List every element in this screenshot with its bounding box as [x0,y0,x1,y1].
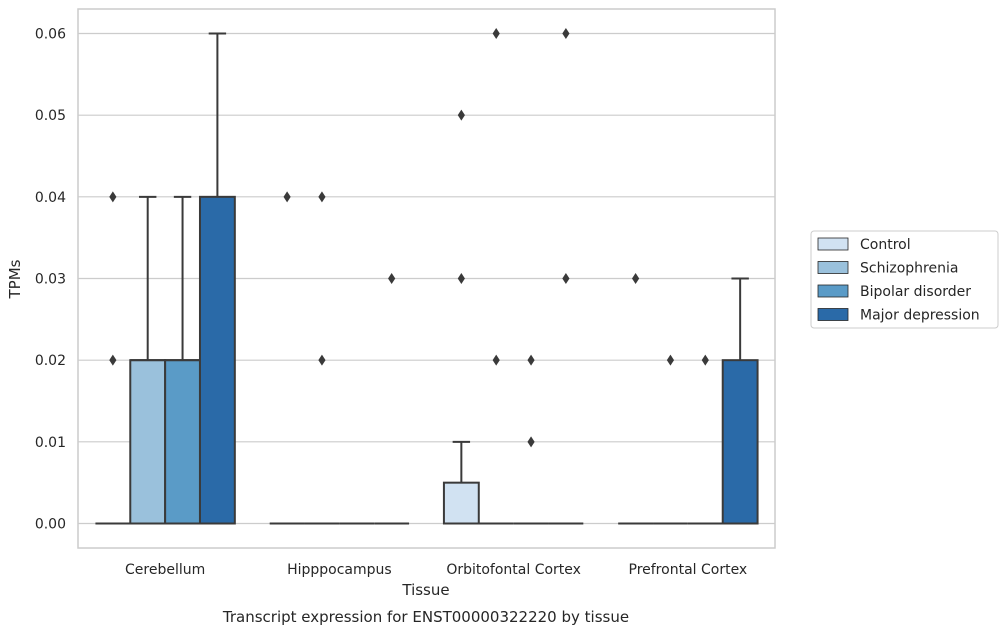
legend: Control Schizophrenia Bipolar disorder Majo… [810,230,999,329]
outlier-point [318,354,326,366]
outlier-point [492,28,500,39]
outlier-point [666,354,675,366]
outlier-point [492,354,500,366]
outlier-point [562,28,570,39]
box-major-depression [374,273,410,525]
box-control [618,273,654,525]
x-tick-labels: Cerebellum Hipppocampus Orbitofontal Corte… [125,562,747,578]
legend-label: Control [860,237,911,253]
box-body [129,359,167,525]
box-schizophrenia [653,354,688,525]
box-control [269,191,305,525]
y-tick-label: 0.00 [35,517,66,533]
chart-caption: Transcript expression for ENST0000032222… [222,608,629,626]
box-body [198,195,236,525]
x-tick-label: Orbitofontal Cortex [446,562,581,578]
outlier-point [457,273,465,284]
x-tick-label: Hipppocampus [287,562,392,578]
box-marks [95,28,759,525]
outlier-point [318,191,326,203]
box-schizophrenia [304,191,340,525]
box-schizophrenia [129,195,167,525]
outlier-point [283,191,291,203]
box-major-depression [721,277,759,525]
legend-swatch [817,284,849,298]
legend-swatch [817,261,849,274]
box-bipolar-disorder [513,354,549,525]
box-bipolar-disorder [687,354,723,525]
box-control [95,191,131,525]
outlier-point [527,354,535,366]
outlier-point [527,436,535,448]
y-tick-label: 0.03 [35,272,66,288]
box-body [442,481,480,525]
outlier-point [109,354,117,366]
outlier-point [632,273,640,284]
box-major-depression [198,32,236,525]
y-tick-label: 0.06 [35,27,66,43]
legend-label: Schizophrenia [860,261,958,277]
box-body [721,359,759,525]
outlier-point [388,273,396,284]
x-tick-label: Cerebellum [125,562,205,578]
outlier-point [701,354,709,366]
box-schizophrenia [478,28,514,525]
legend-frame [810,230,999,329]
box-body [164,359,201,525]
legend-label: Bipolar disorder [860,284,971,300]
legend-swatch [817,308,849,321]
box-control [442,109,480,525]
outlier-point [109,191,117,203]
box-major-depression [548,28,584,525]
y-tick-label: 0.02 [35,353,66,369]
outlier-point [457,109,465,121]
y-tick-label: 0.04 [35,190,66,206]
y-axis-label: TPMs [6,259,24,299]
y-tick-labels: 0.00 0.01 0.02 0.03 0.04 0.05 0.06 [35,27,66,533]
x-axis-label: Tissue [401,581,449,599]
legend-swatch [817,237,849,251]
plot-frame [77,8,776,549]
y-tick-label: 0.05 [35,108,66,124]
outlier-point [562,273,570,284]
box-bipolar-disorder [164,195,201,525]
legend-label: Major depression [860,308,980,324]
x-tick-label: Prefrontal Cortex [629,562,748,578]
y-tick-label: 0.01 [35,435,66,451]
